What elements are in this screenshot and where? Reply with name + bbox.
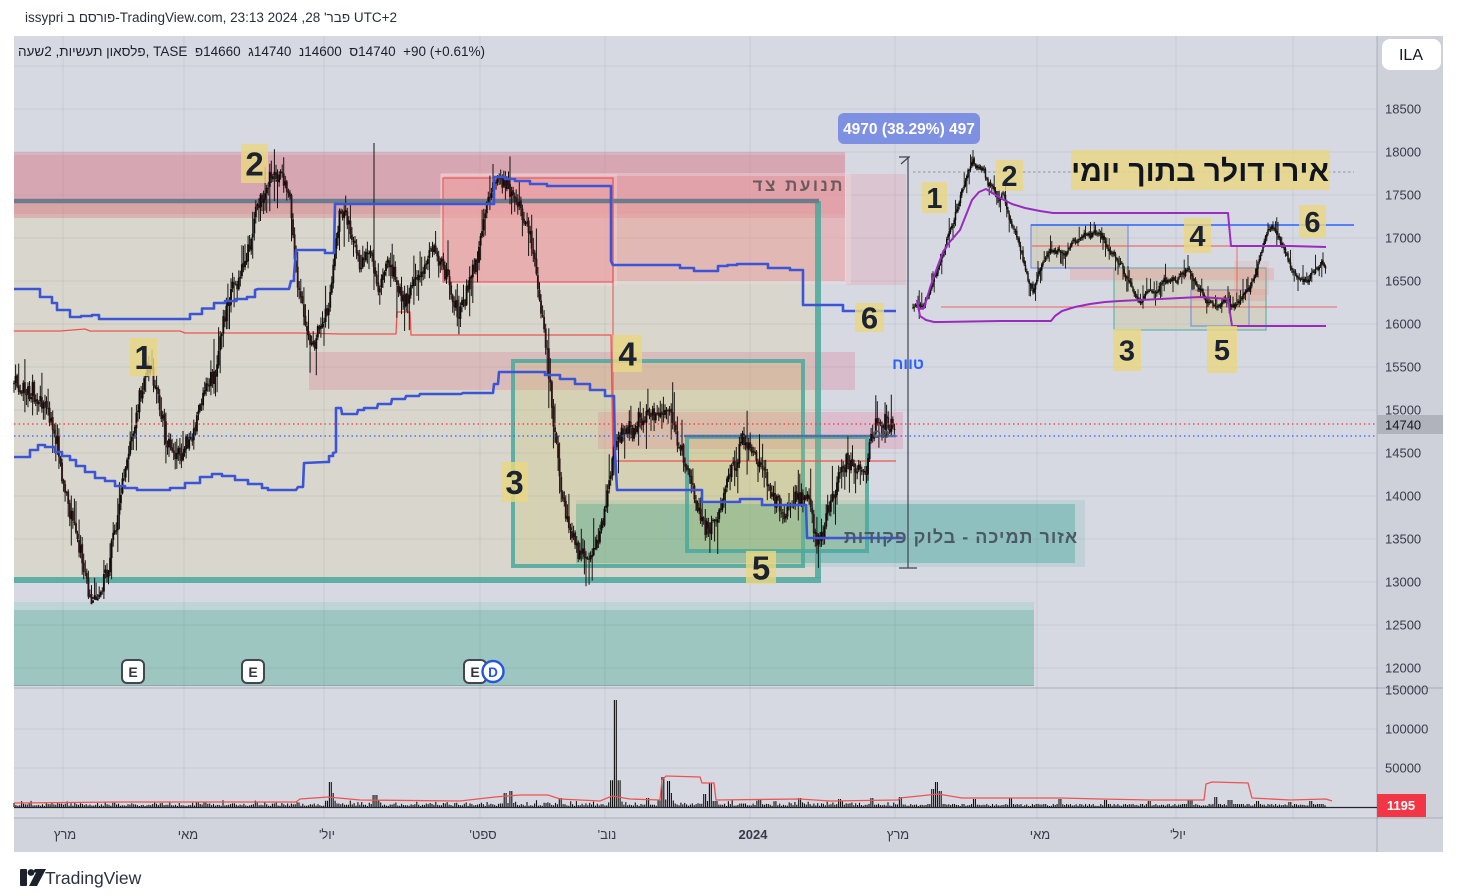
svg-text:מרץ: מרץ bbox=[54, 827, 76, 842]
svg-text:5: 5 bbox=[1214, 335, 1230, 367]
svg-text:3: 3 bbox=[505, 464, 523, 501]
svg-text:3: 3 bbox=[1119, 335, 1135, 367]
svg-text:18500: 18500 bbox=[1385, 102, 1421, 117]
svg-text:12500: 12500 bbox=[1385, 618, 1421, 633]
svg-text:TradingView: TradingView bbox=[45, 868, 142, 888]
svg-text:17500: 17500 bbox=[1385, 188, 1421, 203]
svg-text:1195: 1195 bbox=[1387, 798, 1415, 813]
svg-text:14500: 14500 bbox=[1385, 446, 1421, 461]
svg-text:4970 (38.29%) 497: 4970 (38.29%) 497 bbox=[843, 121, 975, 138]
svg-text:16500: 16500 bbox=[1385, 274, 1421, 289]
svg-text:15000: 15000 bbox=[1385, 403, 1421, 418]
svg-text:6: 6 bbox=[861, 301, 878, 336]
svg-text:אירו דולר בתוך יומי: אירו דולר בתוך יומי bbox=[1071, 155, 1329, 188]
svg-text:17000: 17000 bbox=[1385, 231, 1421, 246]
svg-text:2: 2 bbox=[1001, 161, 1017, 193]
svg-text:50000: 50000 bbox=[1385, 761, 1421, 776]
svg-text:ספט‏'‏: ספט‏'‏ bbox=[469, 827, 496, 842]
svg-text:1: 1 bbox=[926, 183, 942, 215]
svg-text:ILA: ILA bbox=[1399, 47, 1423, 64]
svg-text:אזור תמיכה - בלוק פקודות: אזור תמיכה - בלוק פקודות bbox=[844, 527, 1078, 547]
svg-text:15500: 15500 bbox=[1385, 360, 1421, 375]
svg-text:100000: 100000 bbox=[1385, 722, 1428, 737]
svg-text:4: 4 bbox=[1189, 221, 1205, 253]
svg-text:14000: 14000 bbox=[1385, 489, 1421, 504]
svg-text:ob: ob bbox=[872, 425, 889, 441]
svg-text:יול‏'‏: יול‏'‏ bbox=[319, 827, 335, 842]
svg-text:E: E bbox=[248, 664, 257, 680]
svg-text:E: E bbox=[128, 664, 137, 680]
svg-text:18000: 18000 bbox=[1385, 145, 1421, 160]
svg-text:150000: 150000 bbox=[1385, 683, 1428, 698]
svg-text:E: E bbox=[470, 664, 479, 680]
svg-text:4: 4 bbox=[618, 335, 637, 372]
svg-text:12000: 12000 bbox=[1385, 661, 1421, 676]
svg-text:D: D bbox=[488, 665, 498, 680]
svg-text:16000: 16000 bbox=[1385, 317, 1421, 332]
svg-text:מרץ: מרץ bbox=[887, 827, 909, 842]
svg-text:תנועת צד: תנועת צד bbox=[753, 176, 845, 195]
svg-text:2024: 2024 bbox=[739, 827, 769, 842]
svg-text:6: 6 bbox=[1304, 207, 1320, 239]
svg-text:13000: 13000 bbox=[1385, 575, 1421, 590]
svg-text:טווח: טווח bbox=[892, 356, 924, 373]
svg-text:5: 5 bbox=[752, 549, 770, 586]
svg-text:2: 2 bbox=[245, 145, 263, 182]
svg-text:מאי: מאי bbox=[1030, 827, 1050, 842]
svg-text:מאי: מאי bbox=[178, 827, 198, 842]
svg-text:13500: 13500 bbox=[1385, 532, 1421, 547]
svg-text:יול‏'‏: יול‏'‏ bbox=[1170, 827, 1186, 842]
svg-text:נוב‏'‏: נוב‏'‏ bbox=[598, 827, 617, 842]
svg-text:14740: 14740 bbox=[1385, 418, 1421, 433]
svg-text:1: 1 bbox=[134, 339, 152, 376]
